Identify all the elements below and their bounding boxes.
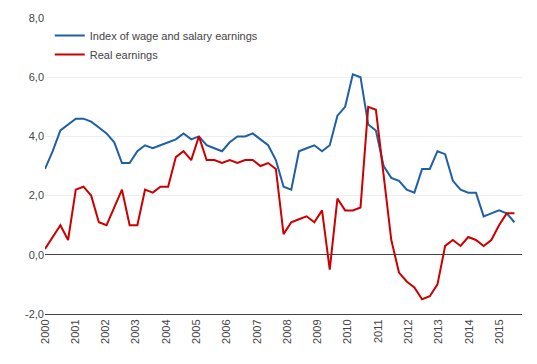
svg-text:2002: 2002 (99, 319, 111, 343)
svg-text:2005: 2005 (190, 319, 202, 343)
svg-text:2008: 2008 (281, 319, 293, 343)
svg-text:Index of wage and salary earni: Index of wage and salary earnings (90, 30, 258, 42)
svg-text:-2,0: -2,0 (25, 308, 44, 320)
svg-text:2011: 2011 (372, 319, 384, 343)
svg-text:8,0: 8,0 (29, 12, 44, 24)
svg-text:2012: 2012 (402, 319, 414, 343)
svg-text:2003: 2003 (129, 319, 141, 343)
svg-text:0,0: 0,0 (29, 249, 44, 261)
svg-text:2000: 2000 (39, 319, 51, 343)
svg-text:4,0: 4,0 (29, 130, 44, 142)
svg-text:2009: 2009 (311, 319, 323, 343)
svg-text:2,0: 2,0 (29, 189, 44, 201)
svg-text:Real earnings: Real earnings (90, 49, 158, 61)
svg-text:6,0: 6,0 (29, 71, 44, 83)
svg-text:2014: 2014 (463, 319, 475, 343)
svg-text:2010: 2010 (341, 319, 353, 343)
svg-text:2015: 2015 (493, 319, 505, 343)
svg-text:2006: 2006 (220, 319, 232, 343)
svg-text:2013: 2013 (432, 319, 444, 343)
svg-text:2001: 2001 (69, 319, 81, 343)
svg-text:2004: 2004 (160, 319, 172, 343)
svg-text:2007: 2007 (251, 319, 263, 343)
